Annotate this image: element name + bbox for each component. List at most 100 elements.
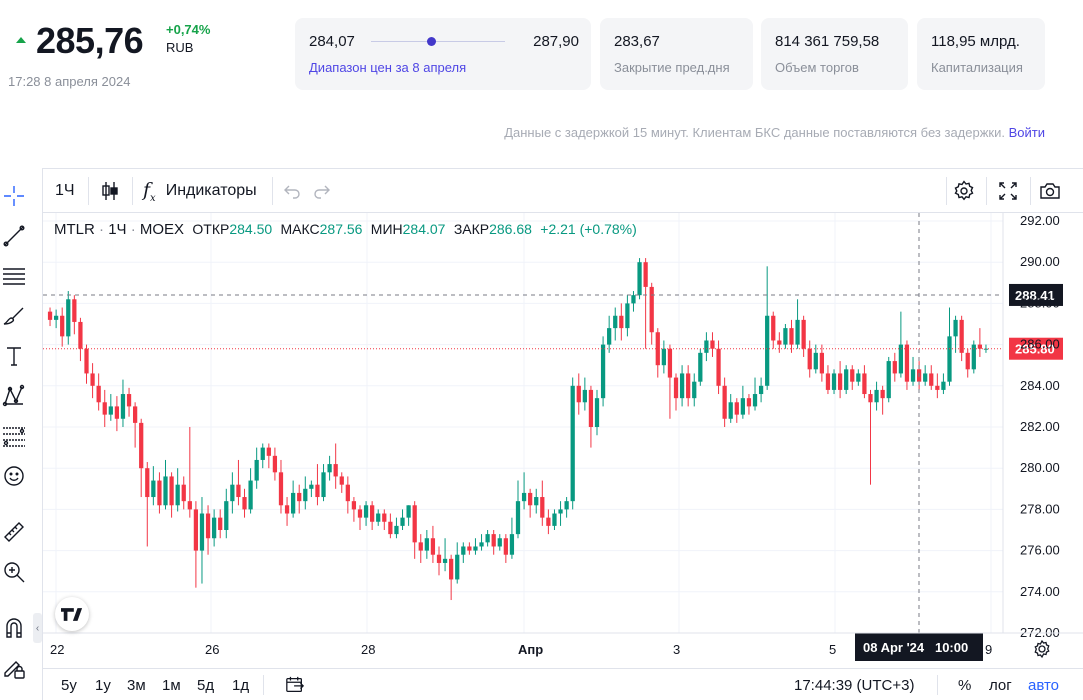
indicators-label: Индикаторы	[165, 182, 257, 199]
candle-body	[722, 385, 727, 419]
bottom-bar: 5у 1у 3м 1м 5д 1д 17:44:39 (UTC+3) % лог…	[43, 668, 1083, 700]
candle-body	[862, 373, 867, 395]
crosshair-layer: 288.41 285.80 08 Apr '24 10:00	[43, 213, 1063, 661]
candle-body	[765, 315, 770, 386]
x-tick-label: 28	[361, 642, 375, 657]
camera-icon[interactable]	[1039, 169, 1061, 213]
crosshair-icon[interactable]	[0, 182, 28, 210]
candle-body	[479, 542, 484, 547]
range-5y[interactable]: 5у	[61, 677, 77, 694]
candle-body	[716, 348, 721, 386]
candle-body	[382, 513, 387, 522]
candle-body	[965, 352, 970, 370]
horizontal-lines-icon[interactable]	[0, 262, 28, 290]
date-range-icon[interactable]	[285, 675, 305, 699]
candle-body	[236, 484, 241, 498]
range-card: 284,07 287,90 Диапазон цен за 8 апреля	[295, 18, 591, 90]
axis-settings-icon[interactable]	[1034, 639, 1050, 659]
interval-selector[interactable]: 1Ч	[55, 182, 75, 199]
toolbar-divider	[132, 177, 133, 205]
range-3m[interactable]: 3м	[127, 677, 146, 694]
emoji-icon[interactable]	[0, 462, 28, 490]
candle-body	[485, 534, 490, 543]
candles-icon[interactable]	[99, 169, 121, 213]
candle-body	[673, 377, 679, 399]
tradingview-logo[interactable]	[55, 597, 89, 631]
range-1m[interactable]: 1м	[162, 677, 181, 694]
candle-body	[874, 389, 879, 403]
candle-body	[789, 328, 794, 345]
candle-body	[187, 501, 192, 510]
price-up-icon	[16, 37, 26, 43]
zoom-in-icon[interactable]	[0, 558, 28, 586]
candle-body	[303, 488, 308, 502]
candle-body	[643, 262, 648, 287]
candle-body	[534, 497, 539, 506]
candle-body	[212, 517, 217, 539]
candle-body	[254, 459, 259, 481]
candle-body	[436, 554, 442, 563]
range-1d[interactable]: 1д	[232, 677, 250, 694]
time-axis: 22 26 28 Апр 3 5 9	[43, 632, 1083, 659]
candle-body	[831, 373, 837, 390]
candle-body	[412, 505, 417, 543]
candle-body	[503, 538, 508, 555]
legend-close: 286.68	[489, 221, 532, 237]
candle-body	[929, 373, 934, 386]
percent-toggle[interactable]: %	[958, 677, 972, 694]
settings-icon[interactable]	[953, 169, 975, 213]
candle-body	[904, 344, 910, 382]
candle-body	[248, 480, 253, 510]
crosshair-time-label: 08 Apr '24 10:00	[863, 640, 968, 655]
magnet-icon[interactable]	[0, 614, 28, 642]
login-link[interactable]: Войти	[1008, 125, 1045, 140]
candle-body	[66, 299, 71, 337]
trendline-icon[interactable]	[0, 222, 28, 250]
fib-icon[interactable]	[0, 422, 28, 450]
candle-body	[807, 348, 812, 370]
lock-pencil-icon[interactable]	[0, 654, 28, 682]
currency: RUB	[166, 40, 194, 55]
candle-body	[145, 468, 150, 498]
y-tick-label: 274.00	[1020, 584, 1060, 599]
candle-body	[102, 402, 107, 415]
undo-icon[interactable]	[281, 169, 303, 213]
indicators-button[interactable]: fx Индикаторы	[143, 169, 257, 213]
y-tick-label: 288.00	[1020, 295, 1060, 310]
candle-body	[175, 484, 180, 506]
candle-body	[521, 492, 527, 502]
candle-body	[400, 517, 405, 526]
price-chart[interactable]: 288.41 285.80 08 Apr '24 10:00 292.00 290.0…	[43, 168, 1083, 668]
candle-body	[734, 402, 739, 415]
candle-body	[528, 492, 533, 506]
range-low: 284,07	[309, 33, 355, 50]
candle-body	[844, 369, 849, 390]
candle-body	[199, 513, 205, 551]
text-icon[interactable]	[0, 342, 28, 370]
range-1y[interactable]: 1у	[95, 677, 111, 694]
auto-toggle[interactable]: авто	[1028, 677, 1060, 694]
chart-toolbar: 1Ч fx Индикаторы	[43, 168, 1083, 213]
legend-close-label: ЗАКР	[453, 221, 490, 237]
candle-body	[515, 501, 521, 535]
price-block: 285,76 +0,74% RUB 17:28 8 апреля 2024	[0, 0, 290, 100]
candle-body	[637, 262, 642, 296]
fullscreen-icon[interactable]	[997, 169, 1019, 213]
candle-body	[345, 484, 350, 502]
candle-body	[661, 348, 666, 366]
collapse-toolbar-button[interactable]: ‹	[33, 613, 42, 643]
log-toggle[interactable]: лог	[989, 677, 1012, 694]
candle-body	[923, 373, 928, 382]
x-tick-label: 3	[673, 642, 680, 657]
candle-body	[509, 534, 515, 555]
brush-icon[interactable]	[0, 302, 28, 330]
candle-body	[704, 340, 709, 353]
redo-icon[interactable]	[311, 169, 333, 213]
candle-body	[284, 505, 290, 514]
candle-body	[193, 509, 199, 551]
pattern-icon[interactable]	[0, 382, 28, 410]
x-tick-label: 26	[205, 642, 219, 657]
candle-body	[540, 497, 545, 518]
range-5d[interactable]: 5д	[197, 677, 215, 694]
ruler-icon[interactable]	[0, 518, 28, 546]
